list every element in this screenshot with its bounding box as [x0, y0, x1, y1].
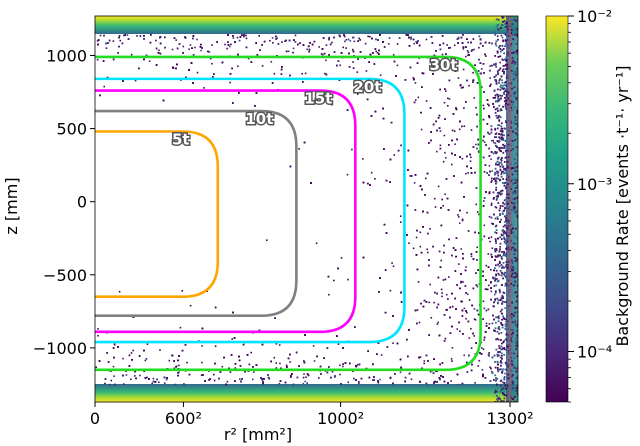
y-tick-label: 0: [77, 193, 87, 212]
plot-frame: [94, 15, 519, 403]
plot-background: [95, 16, 518, 402]
contour-layer: 5t 10t 15t 20t 30t: [95, 54, 482, 372]
y-tick-label: −500: [43, 266, 87, 285]
contour-5t: [95, 130, 220, 299]
x-tick-label: 1000²: [317, 409, 364, 428]
colorbar: 10⁻² 10⁻³ 10⁻⁴ Background Rate [events ·t⁻…: [545, 7, 632, 403]
x-tick-label: 0: [90, 409, 100, 428]
contour-label-5t: 5t: [172, 131, 190, 149]
contour-label-15t: 15t: [304, 90, 332, 108]
bottom-edge-band: [95, 384, 518, 402]
contour-15t: [95, 89, 357, 334]
y-axis-label: z [mm]: [2, 177, 21, 234]
colorbar-tick-label: 10⁻²: [577, 7, 612, 26]
colorbar-ticks: 10⁻² 10⁻³ 10⁻⁴: [568, 7, 612, 403]
colorbar-gradient: [545, 15, 569, 403]
top-edge-band: [95, 16, 518, 34]
colorbar-tick-label: 10⁻³: [577, 175, 612, 194]
colorbar-label: Background Rate [events ·t⁻¹· yr⁻¹]: [613, 65, 632, 346]
contour-30t: [95, 55, 482, 372]
contour-label-30t: 30t: [430, 56, 458, 74]
x-tick-label: 600²: [165, 409, 202, 428]
x-tick-label: 1300²: [486, 409, 533, 428]
y-tick-label: 1000: [46, 46, 87, 65]
contour-10t: [95, 109, 298, 318]
y-tick-label: −1000: [33, 339, 87, 358]
colorbar-tick-label: 10⁻⁴: [577, 343, 612, 362]
contour-label-10t: 10t: [245, 110, 273, 128]
axes: 0 600² 1000² 1300² 1000 500 0 −500 −1000: [33, 46, 534, 428]
y-tick-label: 500: [56, 120, 87, 139]
contour-20t: [95, 77, 406, 344]
outer-edge-band: [506, 16, 518, 402]
contour-label-20t: 20t: [353, 78, 381, 96]
plot-area: 5t 10t 15t 20t 30t: [94, 15, 519, 403]
x-axis-label: r² [mm²]: [224, 425, 292, 444]
